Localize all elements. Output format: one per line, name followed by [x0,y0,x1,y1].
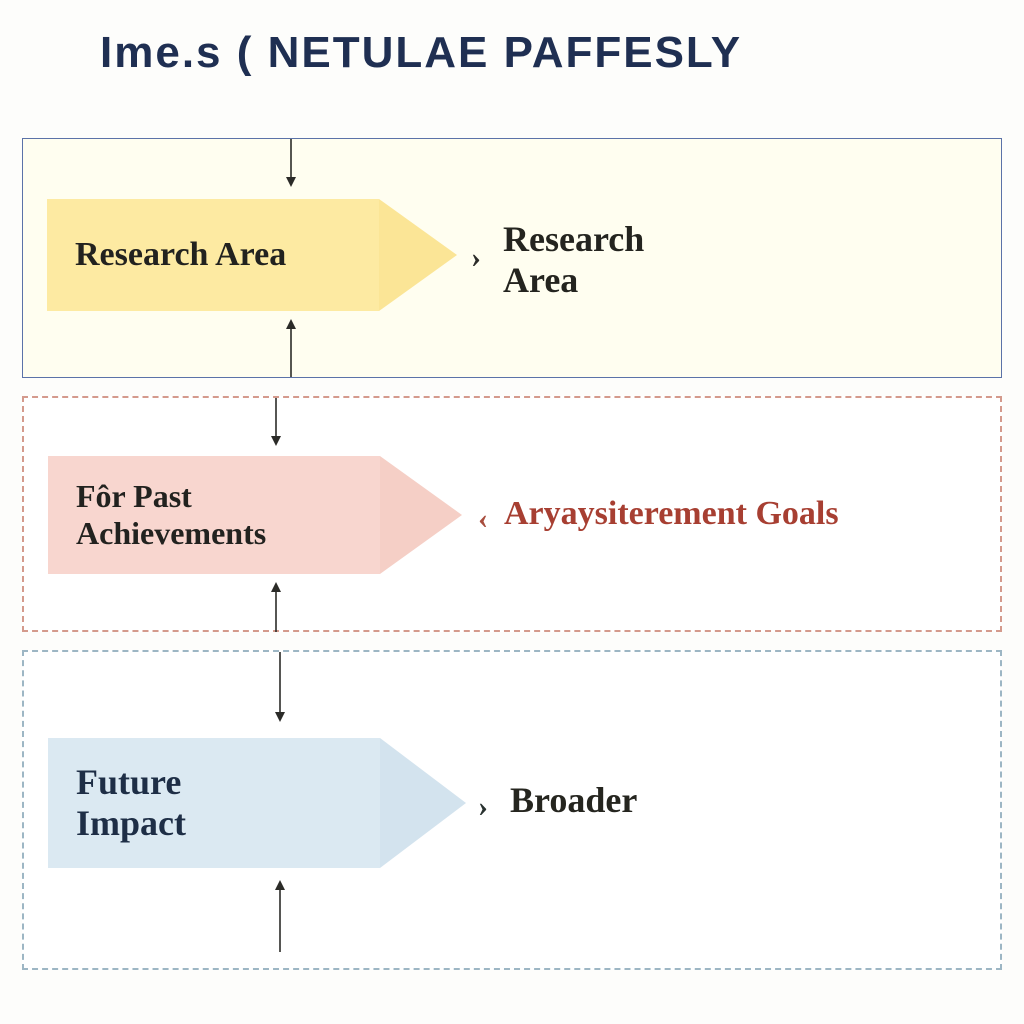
chevron-future: › [478,790,488,824]
arrow-label-research: Research Area [47,199,379,311]
arrow-head-future [380,738,466,868]
v-arrow-research-0 [281,139,301,187]
arrow-callout-future: Future Impact [48,738,466,868]
page-title: Ime.s ( NETULAE PAFFESLY [100,28,742,78]
v-arrow-future-0 [270,652,290,722]
side-label-research: Research Area [503,219,644,302]
v-arrow-past-1 [266,582,286,632]
v-arrow-research-1 [281,319,301,377]
arrow-callout-past: Fôr Past Achievements [48,456,462,574]
side-label-future: Broader [510,780,637,821]
arrow-label-future: Future Impact [48,738,380,868]
arrow-label-past: Fôr Past Achievements [48,456,380,574]
side-label-past: Arya​ysiterement Goals [504,494,839,533]
arrow-callout-research: Research Area [47,199,457,311]
arrow-head-past [380,456,462,574]
chevron-past: ‹ [478,502,488,536]
panel-past: Fôr Past Achievements ‹ Arya​ysiterement G… [22,396,1002,632]
panel-research: Research Area › Research Area [22,138,1002,378]
panel-future: Future Impact › Broader [22,650,1002,970]
v-arrow-future-1 [270,880,290,952]
chevron-research: › [471,241,481,275]
arrow-head-research [379,199,457,311]
v-arrow-past-0 [266,398,286,446]
